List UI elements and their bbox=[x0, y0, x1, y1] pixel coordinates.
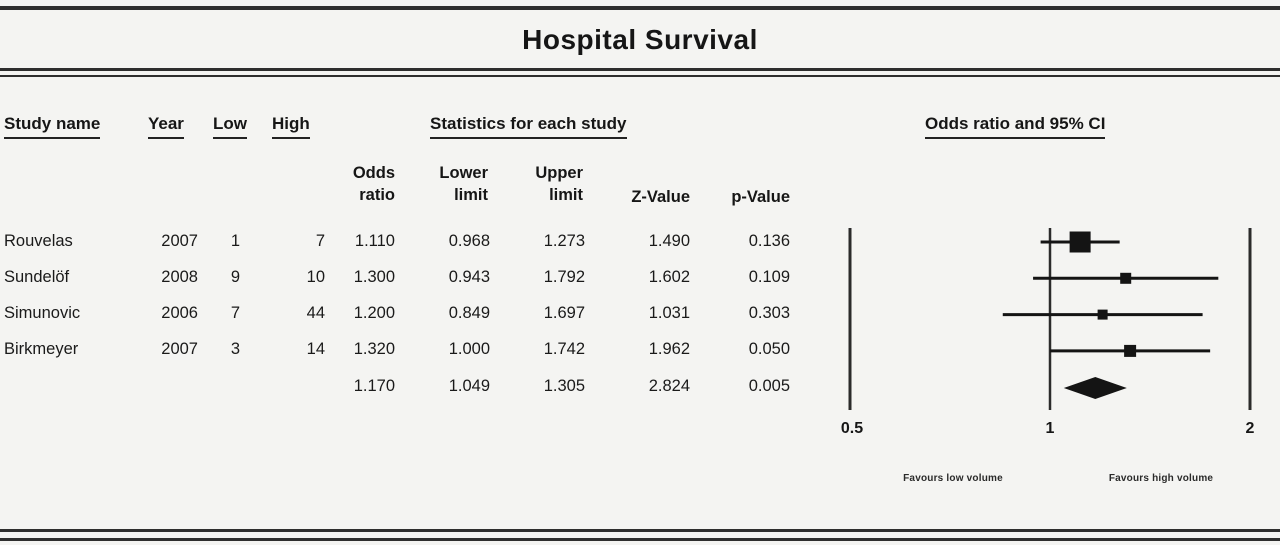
high-value: 10 bbox=[306, 268, 325, 286]
z-value: 1.962 bbox=[648, 340, 690, 358]
col-header-plot-group: Odds ratio and 95% CI bbox=[925, 114, 1106, 139]
low-value: 9 bbox=[230, 268, 240, 286]
or-marker bbox=[1097, 309, 1108, 320]
p-value: 0.109 bbox=[748, 268, 790, 286]
odds-ratio-value: 1.200 bbox=[353, 304, 395, 322]
p-value: 0.136 bbox=[748, 232, 790, 250]
lower-limit-value: 0.943 bbox=[448, 268, 490, 286]
col-header-low: Low bbox=[213, 114, 247, 139]
favours-high-volume-label: Favours high volume bbox=[1108, 473, 1214, 484]
odds-ratio-value: 1.110 bbox=[354, 232, 395, 250]
z-value: 1.490 bbox=[648, 232, 690, 250]
or-marker bbox=[1120, 272, 1132, 284]
col-header-odds-ratio: Odds ratio bbox=[352, 164, 395, 204]
col-header-z-value: Z-Value bbox=[631, 188, 690, 206]
upper-limit-value: 1.273 bbox=[543, 232, 585, 250]
col-header-statistics-group: Statistics for each study bbox=[430, 114, 627, 139]
col-header-high: High bbox=[272, 114, 310, 139]
summary-diamond bbox=[1063, 377, 1127, 399]
lower-limit-value: 0.968 bbox=[448, 232, 490, 250]
high-value: 14 bbox=[306, 340, 325, 358]
low-value: 1 bbox=[230, 232, 240, 250]
col-header-lower-limit: Lower limit bbox=[439, 164, 488, 204]
col-header-upper-limit: Upper limit bbox=[535, 164, 583, 204]
bottom-rule-1 bbox=[0, 529, 1280, 532]
odds-ratio-value: 1.300 bbox=[353, 268, 395, 286]
p-value: 0.303 bbox=[748, 304, 790, 322]
x-tick-label: 0.5 bbox=[840, 420, 864, 437]
summary-upper-limit-value: 1.305 bbox=[543, 377, 585, 395]
year-value: 2007 bbox=[161, 232, 198, 250]
lower-limit-value: 0.849 bbox=[448, 304, 490, 322]
low-value: 3 bbox=[230, 340, 240, 358]
title-rule-2 bbox=[0, 75, 1280, 77]
figure-title: Hospital Survival bbox=[522, 24, 758, 55]
x-tick-label: 1 bbox=[1045, 420, 1055, 437]
summary-odds-ratio-value: 1.170 bbox=[353, 377, 395, 395]
or-marker bbox=[1069, 231, 1091, 253]
high-value: 44 bbox=[306, 304, 325, 322]
study-name: Birkmeyer bbox=[4, 340, 79, 358]
odds-ratio-value: 1.320 bbox=[353, 340, 395, 358]
lower-limit-value: 1.000 bbox=[448, 340, 490, 358]
p-value: 0.050 bbox=[748, 340, 790, 358]
low-value: 7 bbox=[230, 304, 240, 322]
col-header-study-name: Study name bbox=[4, 114, 101, 139]
bottom-rule-2 bbox=[0, 538, 1280, 541]
year-value: 2007 bbox=[161, 340, 198, 358]
title-rule-1 bbox=[0, 68, 1280, 71]
or-marker bbox=[1124, 344, 1137, 357]
study-name: Simunovic bbox=[4, 304, 81, 322]
summary-p-value: 0.005 bbox=[748, 377, 790, 395]
z-value: 1.031 bbox=[648, 304, 690, 322]
z-value: 1.602 bbox=[648, 268, 690, 286]
forest-plot-svg bbox=[848, 228, 1252, 410]
col-header-p-value: p-Value bbox=[731, 188, 790, 206]
summary-z-value: 2.824 bbox=[648, 377, 690, 395]
top-rule bbox=[0, 6, 1280, 10]
summary-lower-limit-value: 1.049 bbox=[448, 377, 490, 395]
high-value: 7 bbox=[315, 232, 325, 250]
x-tick-label: 2 bbox=[1245, 420, 1255, 437]
upper-limit-value: 1.792 bbox=[543, 268, 585, 286]
favours-low-volume-label: Favours low volume bbox=[903, 473, 1003, 484]
col-header-year: Year bbox=[148, 114, 184, 139]
study-name: Sundelöf bbox=[4, 268, 70, 286]
year-value: 2008 bbox=[161, 268, 198, 286]
year-value: 2006 bbox=[161, 304, 198, 322]
upper-limit-value: 1.697 bbox=[543, 304, 585, 322]
study-name: Rouvelas bbox=[4, 232, 73, 250]
upper-limit-value: 1.742 bbox=[543, 340, 585, 358]
